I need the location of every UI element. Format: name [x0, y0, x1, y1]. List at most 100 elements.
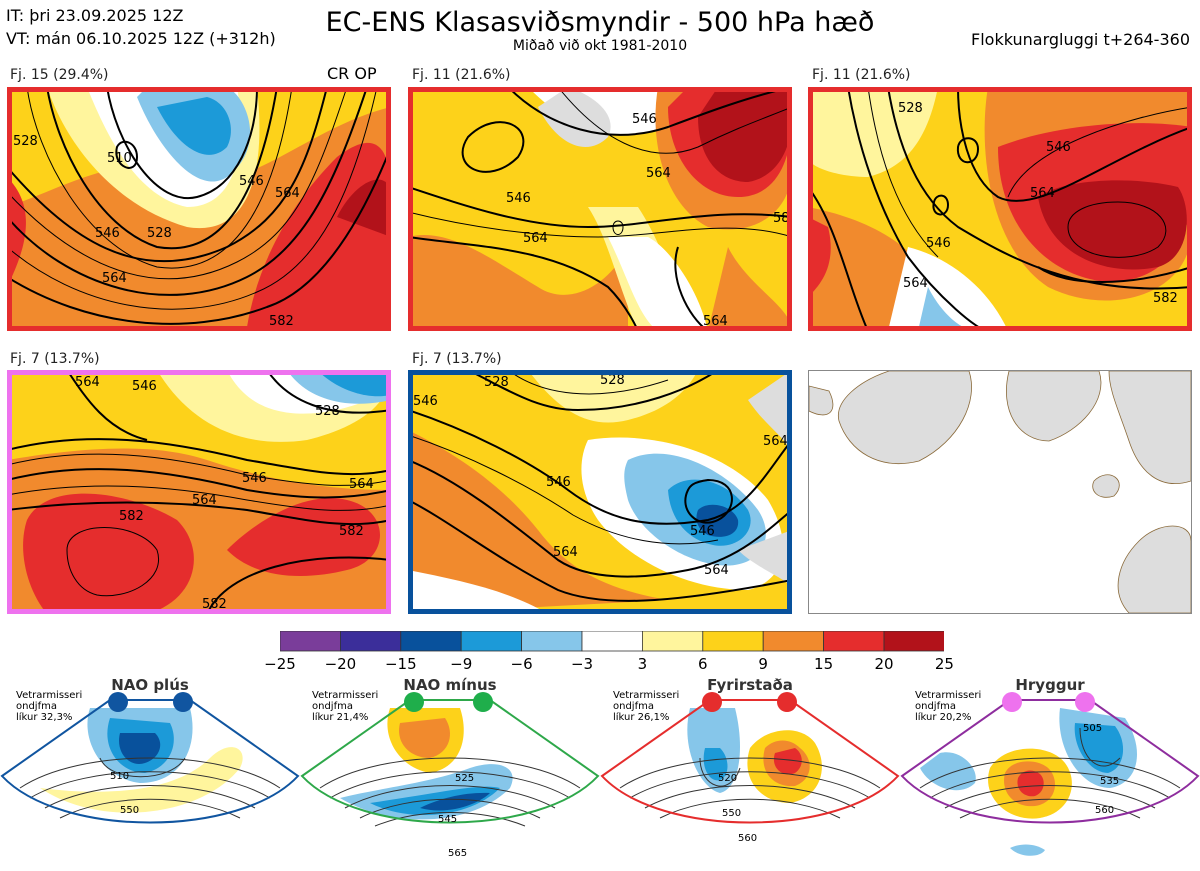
contour-label: 546: [242, 471, 267, 486]
contour-label: 564: [903, 276, 928, 291]
regime-contour-label: 560: [738, 833, 757, 844]
contour-label: 564: [349, 477, 374, 492]
cluster-2-label: Fj. 11 (21.6%): [412, 67, 511, 83]
cluster-1-label: Fj. 15 (29.4%): [10, 67, 109, 83]
classification-window: Flokkunargluggi t+264-360: [971, 30, 1190, 49]
contour-label: 546: [506, 191, 531, 206]
cluster-3-label: Fj. 11 (21.6%): [812, 67, 911, 83]
regime-note-line: Vetrarmisseri: [915, 690, 982, 701]
contour-label: 582: [339, 524, 364, 539]
cluster-4-label: Fj. 7 (13.7%): [10, 351, 100, 367]
contour-label: 528: [600, 373, 625, 388]
cluster-map-5: 546 528 546 564 546 564 564 528: [408, 370, 792, 614]
contour-label: 564: [646, 166, 671, 181]
regime-1-title: NAO plús: [111, 676, 189, 694]
regime-1-note: Vetrarmisseri ondjfma líkur 32,3%: [16, 690, 82, 723]
contour-label: 564: [275, 186, 300, 201]
valid-time: VT: mán 06.10.2025 12Z (+312h): [6, 29, 276, 48]
cluster-map-3-graphic: 546 564 546 528 582 564: [808, 87, 1192, 331]
regime-dot: [404, 692, 424, 712]
regime-contour-label: 565: [448, 848, 467, 859]
contour-label: 546: [926, 236, 951, 251]
regime-contour-label: 505: [1083, 723, 1102, 734]
regime-contour-label: 550: [722, 808, 741, 819]
colorbar-segment: [702, 631, 764, 652]
contour-label: 546: [690, 524, 715, 539]
contour-label: 582: [119, 509, 144, 524]
regime-contour-label: 550: [120, 805, 139, 816]
colorbar-segment: [400, 631, 462, 652]
cluster-5-label: Fj. 7 (13.7%): [412, 351, 502, 367]
regime-map-nao-minus: 525 545 565: [300, 692, 600, 859]
colorbar-tick-label: −6: [510, 655, 533, 673]
regime-contour-label: 545: [438, 814, 457, 825]
regime-dot: [173, 692, 193, 712]
colorbar-segment: [762, 631, 825, 652]
colorbar-segment: [521, 631, 583, 652]
cluster-map-4-graphic: 564 546 528 564 582 582 546 564 582: [7, 370, 391, 614]
contour-label: 546: [546, 475, 571, 490]
colorbar: [280, 631, 944, 652]
contour-label: 564: [553, 545, 578, 560]
colorbar-segment: [823, 631, 885, 652]
contour-label: 582: [1153, 291, 1178, 306]
cluster-map-2: 546 546 564 564 582 564: [408, 87, 792, 331]
regime-note-line: Vetrarmisseri: [312, 690, 379, 701]
regime-note-line: líkur 26,1%: [613, 712, 670, 723]
contour-label: 528: [147, 226, 172, 241]
cluster-frame-3: [808, 87, 1192, 331]
colorbar-segment: [581, 631, 643, 652]
colorbar-segment: [280, 631, 341, 652]
cluster-frame-2: [408, 87, 792, 331]
contour-label: 528: [898, 101, 923, 116]
cluster-map-1: 546 564 528 546 564 582 528 510: [7, 87, 391, 331]
colorbar-segment: [641, 631, 704, 652]
regime-2-title: NAO mínus: [403, 676, 497, 694]
contour-label: 564: [763, 434, 788, 449]
regime-note-line: ondjfma: [16, 701, 57, 712]
base-map-graphic: [809, 371, 1191, 613]
contour-label: 564: [523, 231, 548, 246]
contour-label: 528: [13, 134, 38, 149]
regime-note-line: Vetrarmisseri: [613, 690, 680, 701]
contour-label: 546: [632, 112, 657, 127]
regime-contour-label: 510: [110, 771, 129, 782]
regime-note-line: ondjfma: [613, 701, 654, 712]
colorbar-tick-label: −3: [570, 655, 594, 673]
regime-map-blocking: 520 550 560: [600, 692, 900, 844]
colorbar-tick-label: −25: [264, 655, 296, 673]
contour-label: 564: [192, 493, 217, 508]
regime-note-line: líkur 20,2%: [915, 712, 972, 723]
regime-map-ridge: 505 535 560: [900, 692, 1200, 856]
contour-label: 546: [1046, 140, 1071, 155]
regime-dot: [473, 692, 493, 712]
regime-3-title: Fyrirstaða: [707, 676, 793, 694]
regime-note-line: ondjfma: [915, 701, 956, 712]
colorbar-tick-label: −9: [450, 655, 473, 673]
contour-label: 546: [239, 174, 264, 189]
regime-4-title: Hryggur: [1015, 676, 1085, 694]
contour-label: 582: [269, 314, 294, 329]
cluster-1-tag: CR OP: [327, 64, 377, 83]
colorbar-segment: [340, 631, 402, 652]
contour-label: 546: [95, 226, 120, 241]
contour-label: 528: [484, 375, 509, 390]
colorbar-tick-label: 20: [874, 655, 894, 673]
colorbar-tick-label: −15: [384, 655, 417, 673]
regime-contour-label: 535: [1100, 776, 1119, 787]
cluster-map-1-graphic: 546 564 528 546 564 582 528 510: [7, 87, 391, 331]
contour-label: 564: [102, 271, 127, 286]
regime-2-note: Vetrarmisseri ondjfma líkur 21,4%: [312, 690, 378, 723]
regime-contour-label: 525: [455, 773, 474, 784]
regime-maps: 510 550 525 545 565: [0, 692, 1200, 859]
cluster-frame-1: [7, 87, 391, 331]
regime-dot: [702, 692, 722, 712]
colorbar-tick-label: 9: [758, 655, 768, 673]
issue-time: IT: þri 23.09.2025 12Z: [6, 6, 184, 25]
regime-dot: [1002, 692, 1022, 712]
regime-contour-label: 520: [718, 773, 737, 784]
cluster-map-3: 546 564 546 528 582 564: [808, 87, 1192, 331]
cluster-map-4: 564 546 528 564 582 582 546 564 582: [7, 370, 391, 614]
contour-label: 564: [1030, 186, 1055, 201]
cluster-frame-5: [408, 370, 792, 614]
